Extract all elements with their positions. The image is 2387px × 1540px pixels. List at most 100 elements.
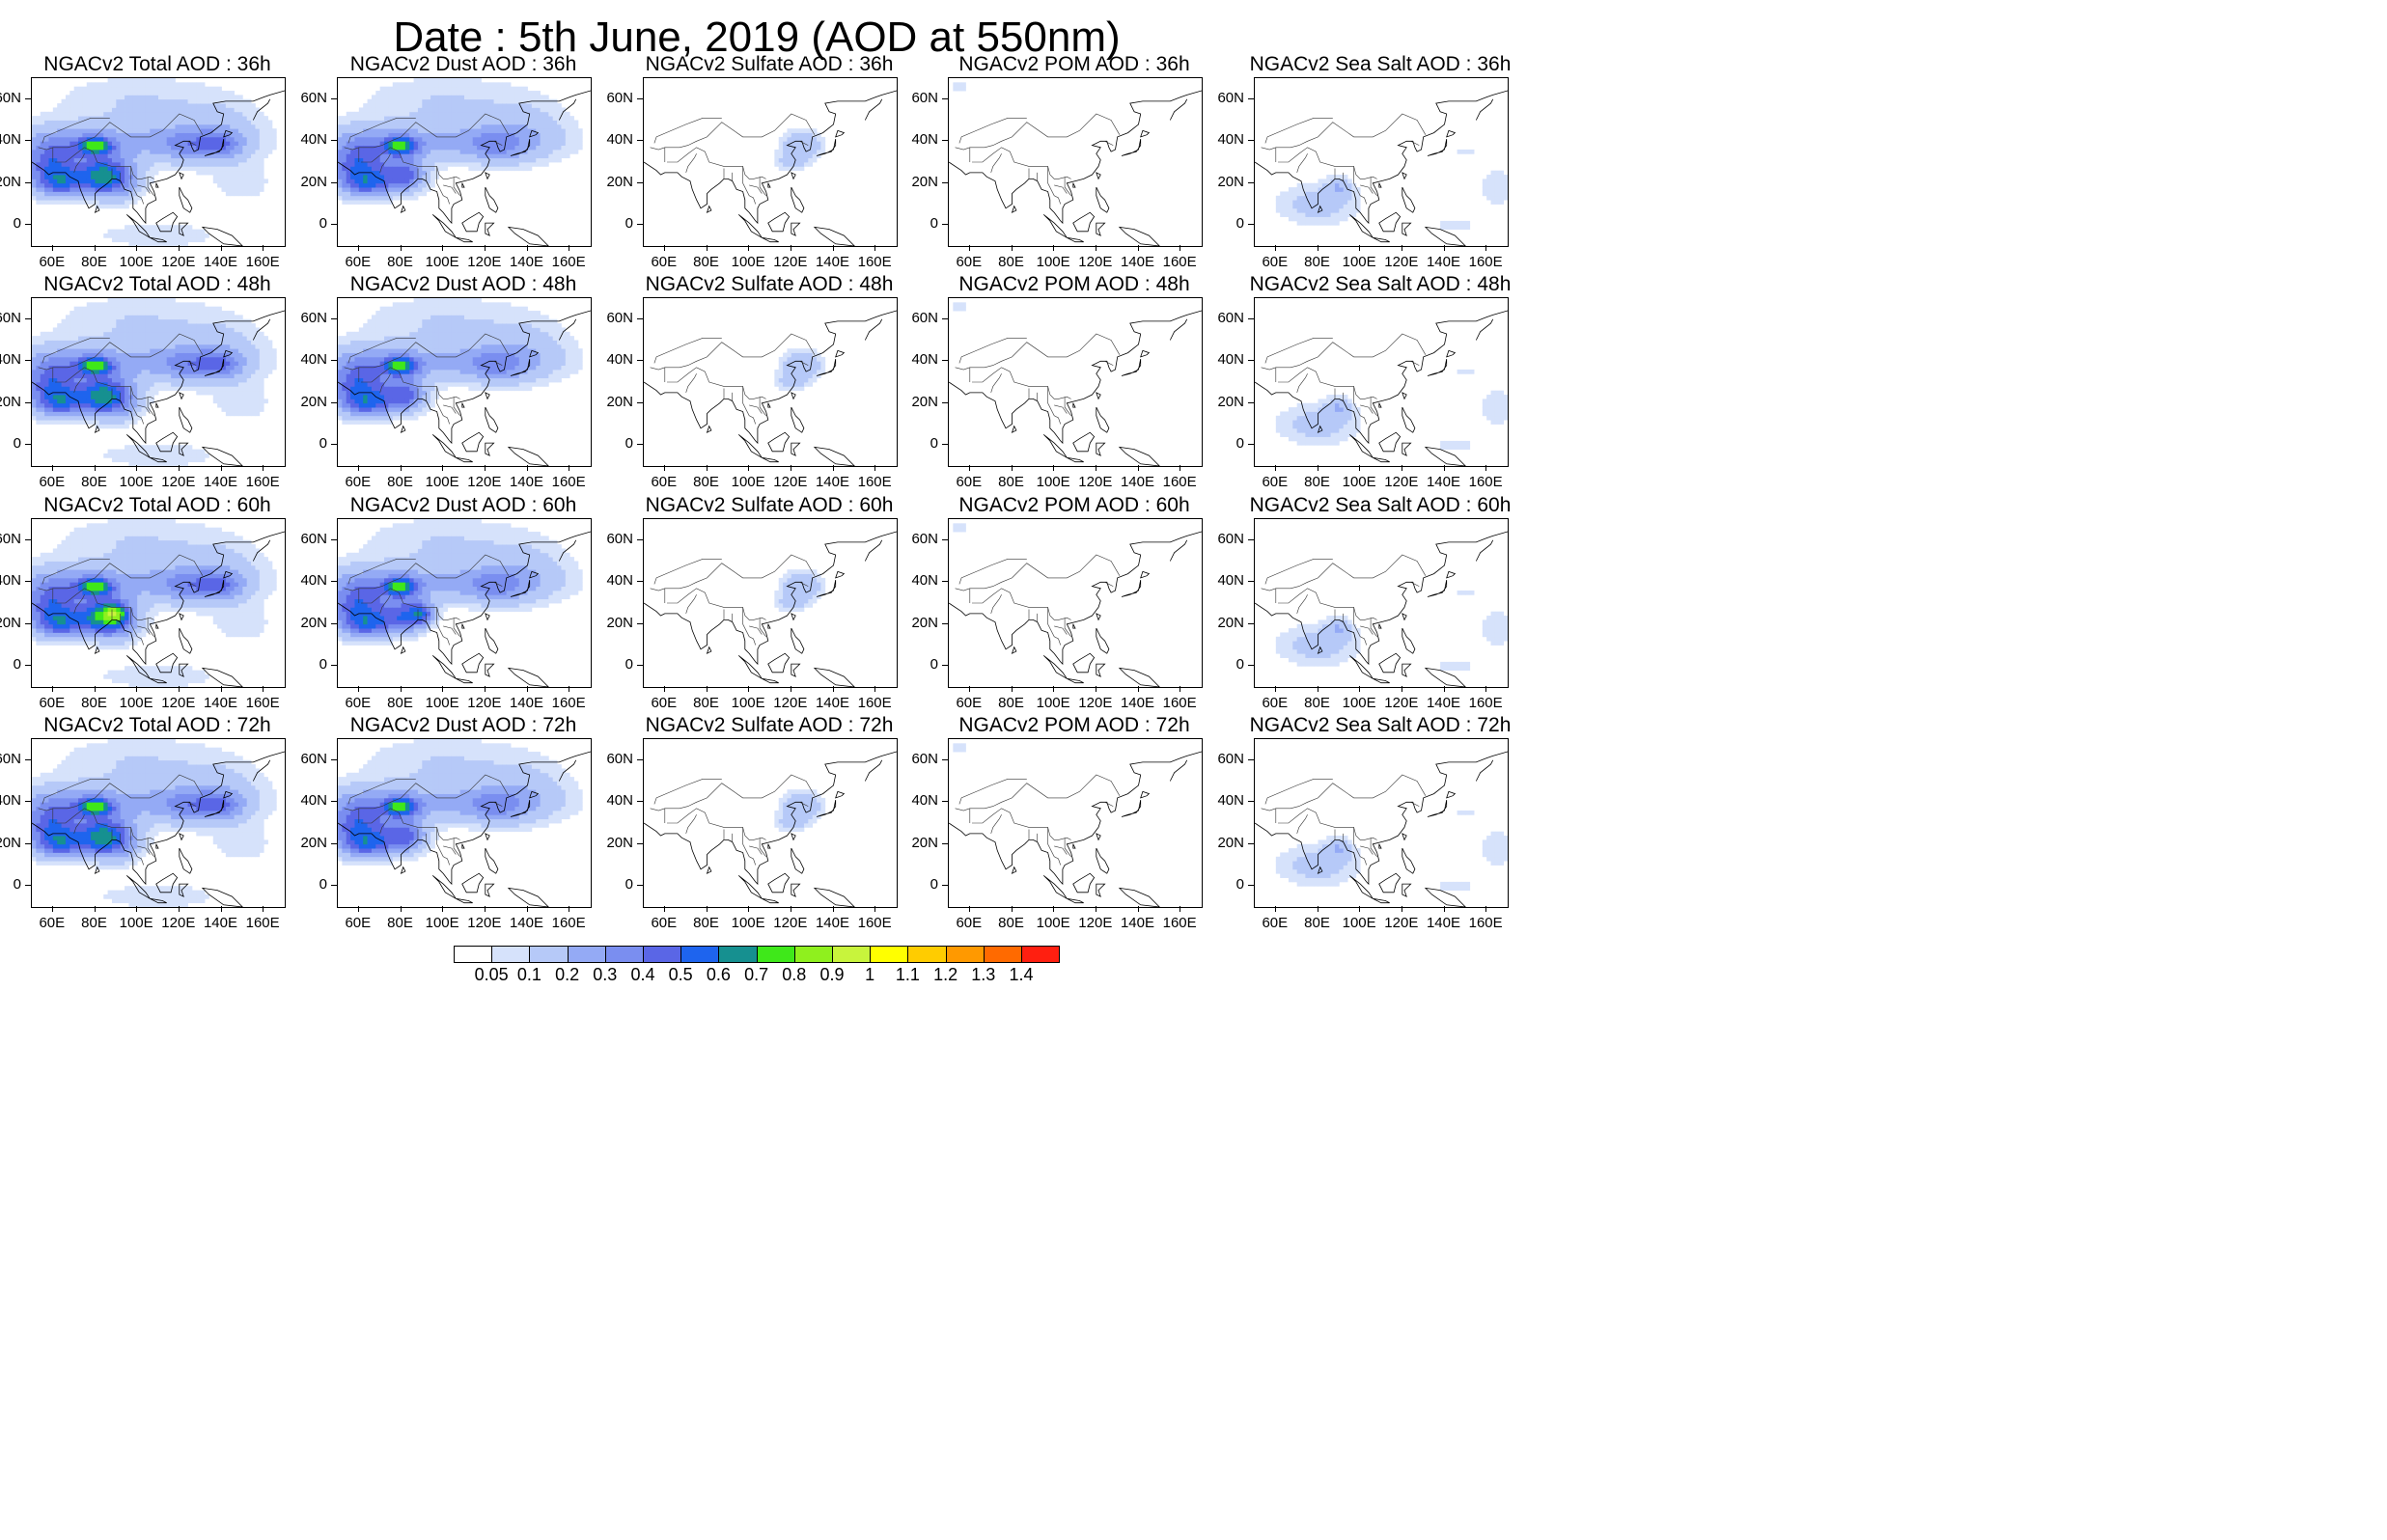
aod-cell [208,124,214,129]
aod-cell [447,145,453,151]
aod-cell [1321,207,1327,213]
aod-cell [489,128,494,133]
aod-cell [150,225,155,230]
aod-cell [426,107,431,113]
aod-cell [103,95,108,100]
aod-cell [145,95,151,100]
aod-cell [267,124,273,129]
aod-cell [413,91,419,96]
aod-cell [82,175,88,179]
aod-cell [78,365,83,371]
aod-cell [103,424,108,429]
aod-cell [111,399,117,404]
aod-cell [346,386,351,392]
aod-cell [205,382,209,387]
aod-cell [234,411,239,417]
aod-cell [91,318,96,324]
aod-cell [150,315,155,320]
aod-cell [1494,200,1500,205]
aod-cell [456,86,461,92]
aod-cell [225,373,231,379]
aod-cell [531,91,537,96]
aod-cell [95,373,100,379]
aod-cell [511,111,515,117]
aod-cell [552,120,558,125]
aod-cell [95,402,100,408]
aod-cell [234,382,239,387]
aod-cell [145,120,151,125]
aod-cell [137,407,142,412]
aod-cell [107,453,113,458]
aod-cell [409,82,414,88]
aod-cell [86,327,92,333]
aod-cell [78,162,83,167]
aod-cell [111,311,117,316]
aod-cell [820,136,826,142]
aod-cell [438,166,444,172]
aod-cell [145,229,151,234]
aod-cell [191,365,197,371]
aod-cell [125,402,129,408]
aod-cell [225,128,231,133]
aod-cell [91,157,96,163]
coastline [485,172,490,180]
coastline [1121,139,1142,156]
aod-cell [485,116,490,121]
aod-cell [125,233,129,238]
aod-cell [230,377,235,383]
aod-cell [98,315,104,320]
aod-cell [78,191,83,197]
aod-cell [78,86,83,92]
aod-cell [230,141,235,146]
aod-cell [472,162,478,167]
aod-cell [145,340,151,345]
aod-cell [342,120,347,125]
aod-cell [430,103,435,108]
aod-cell [116,449,122,454]
aod-cell [459,98,465,104]
aod-cell [120,103,125,108]
aod-cell [61,103,67,108]
aod-cell [350,145,355,151]
aod-cell [778,141,784,146]
aod-cell [468,136,474,142]
aod-cell [230,103,235,108]
aod-cell [346,344,351,349]
aod-cell [354,356,360,362]
aod-cell [111,382,117,387]
aod-cell [200,124,206,129]
aod-cell [217,336,222,341]
aod-cell [52,352,58,358]
aod-cell [251,323,256,328]
aod-cell [267,145,273,151]
aod-cell [200,136,206,142]
aod-cell [150,82,155,88]
aod-cell [73,399,79,404]
aod-cell [430,132,435,138]
aod-cell [111,141,117,146]
aod-cell [246,175,252,179]
aod-cell [128,132,134,138]
aod-cell [536,157,541,163]
aod-cell [259,361,264,366]
aod-cell [413,170,419,176]
aod-cell [132,162,138,167]
aod-cell [409,153,414,159]
aod-cell [162,233,168,238]
aod-cell [358,141,364,146]
aod-cell [225,340,231,345]
aod-cell [783,166,788,172]
lat-tick-label: 60N [911,89,938,106]
aod-cell [107,315,113,320]
aod-cell [225,399,231,404]
aod-cell [1305,191,1311,197]
aod-cell [397,86,402,92]
aod-cell [354,386,360,392]
aod-cell [242,323,248,328]
aod-cell [430,175,435,179]
aod-cell [430,179,435,184]
aod-cell [1318,212,1323,217]
aod-cell [103,302,108,308]
country-border [799,141,809,146]
aod-cell [187,315,193,320]
